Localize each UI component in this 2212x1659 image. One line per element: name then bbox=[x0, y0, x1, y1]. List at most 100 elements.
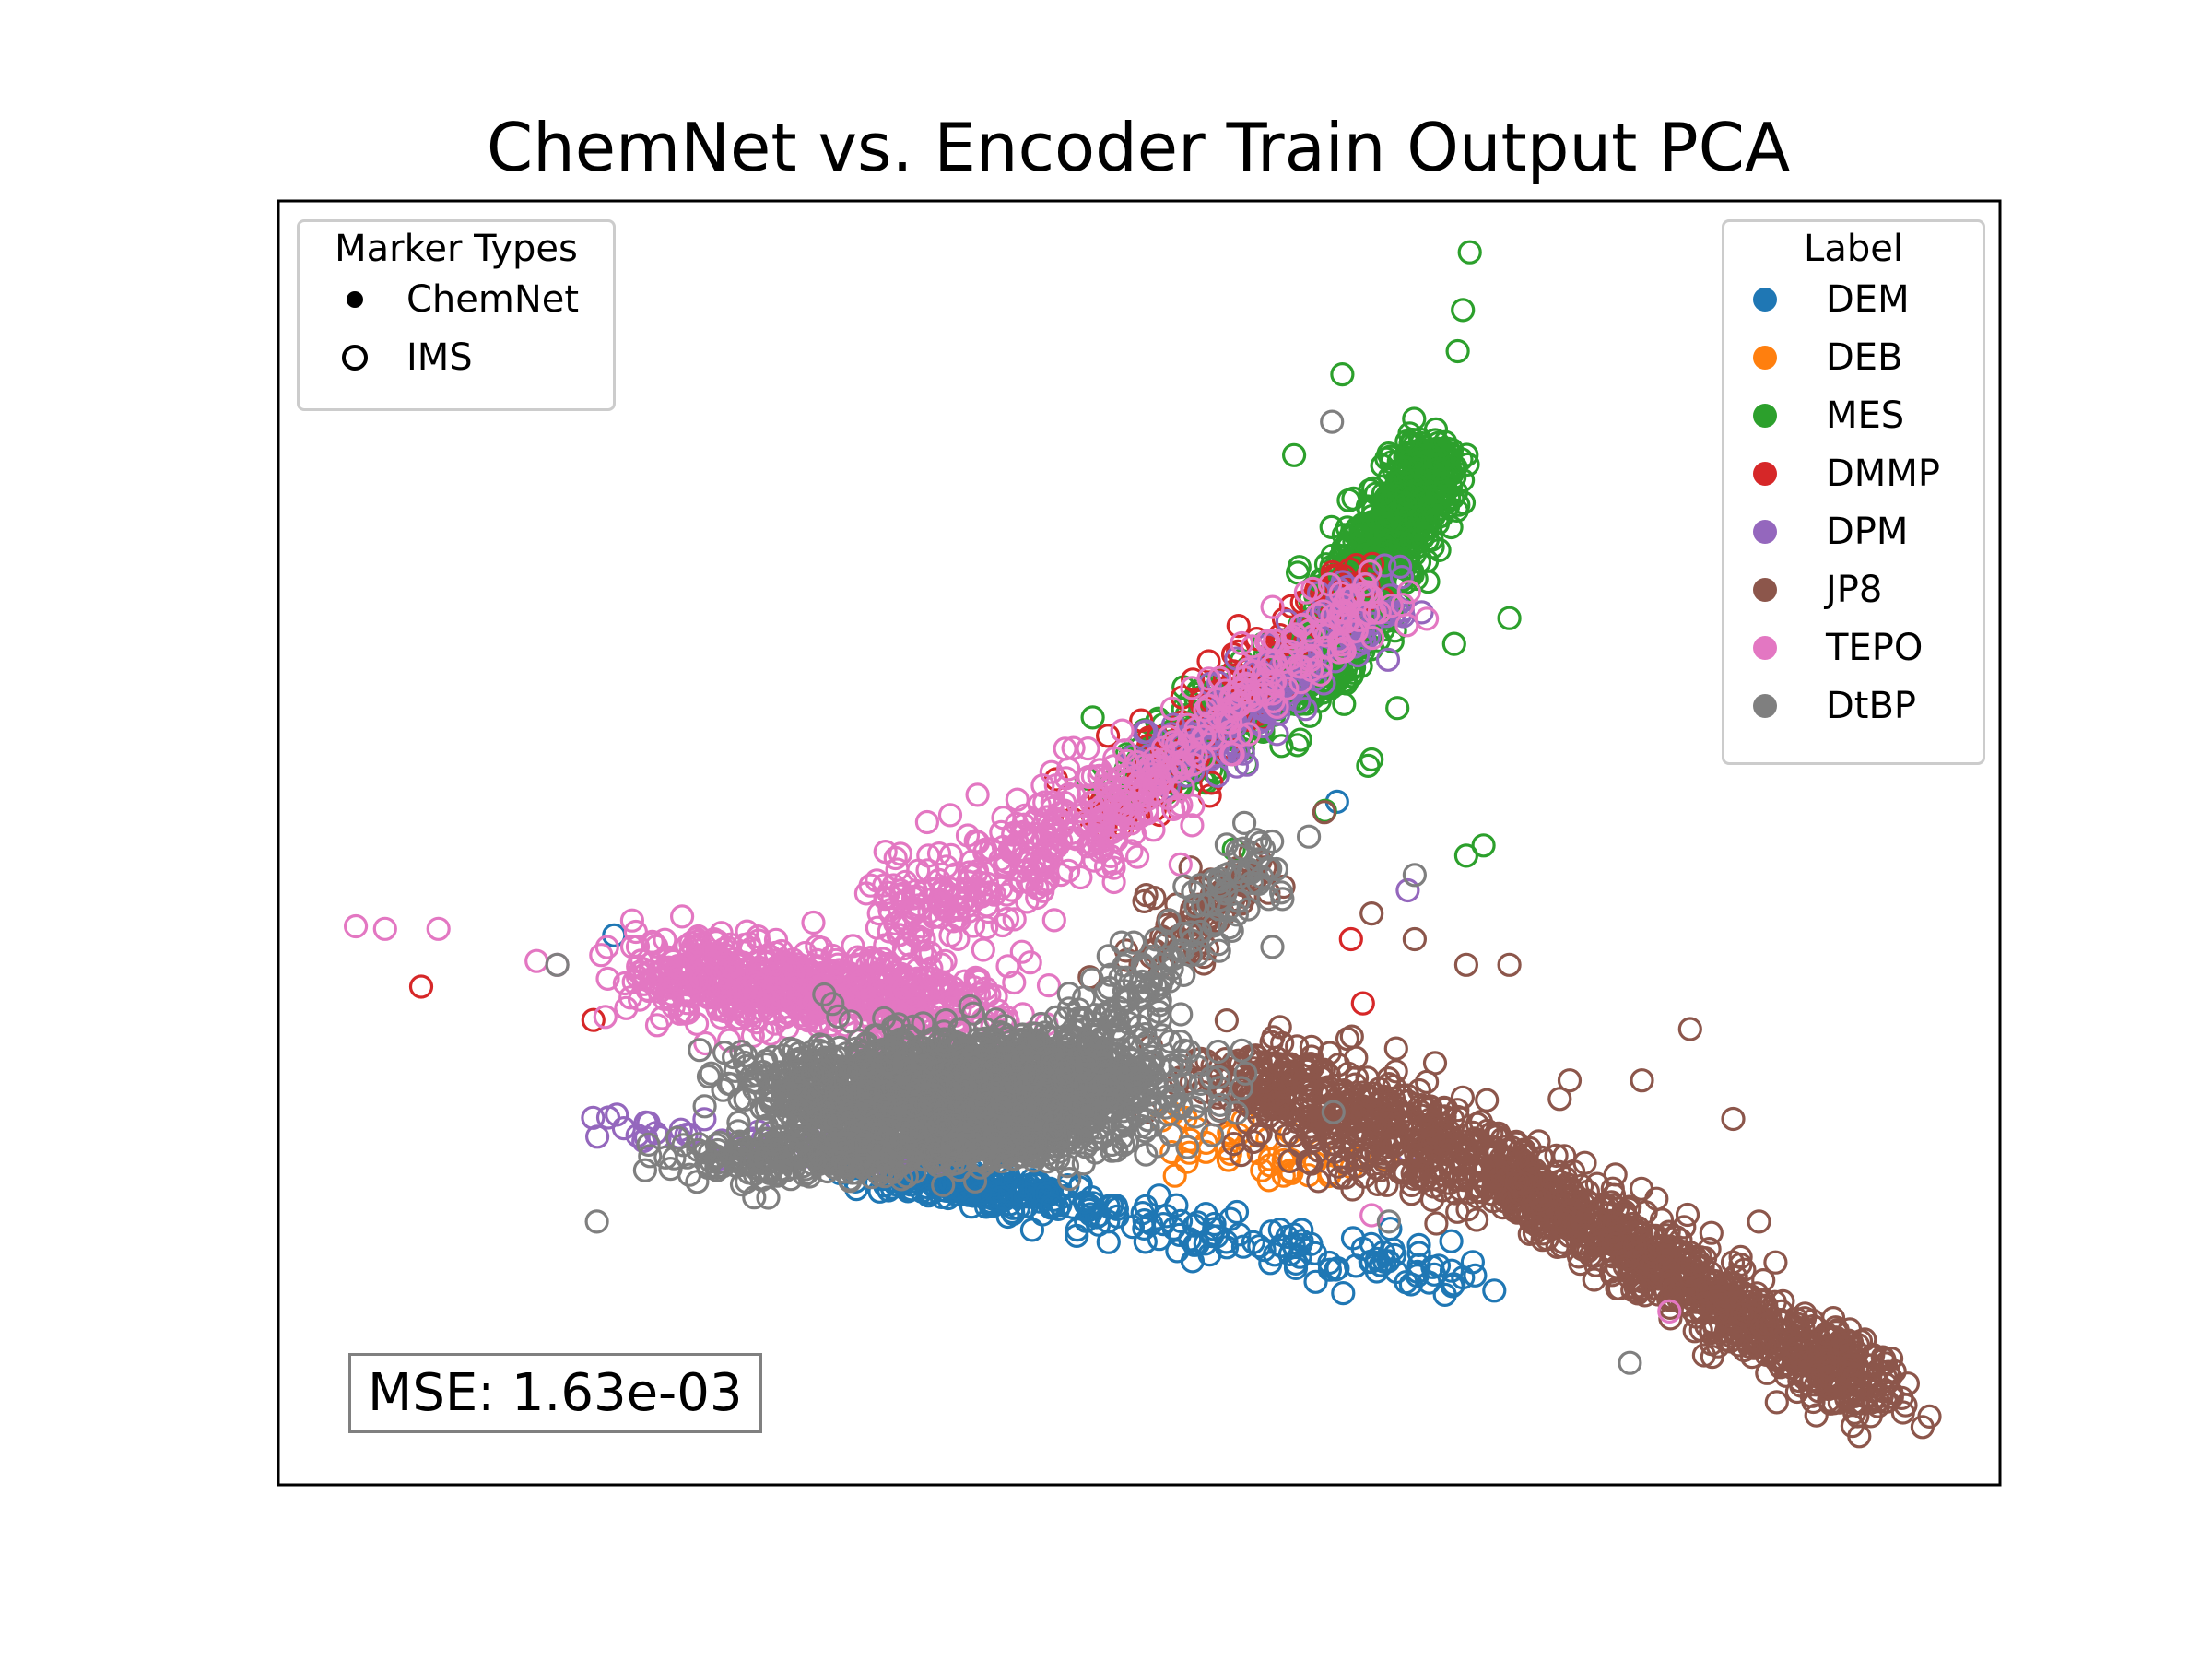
data-point-dem bbox=[1482, 1278, 1507, 1303]
data-point-jp8 bbox=[1422, 1051, 1448, 1076]
data-point-dpm bbox=[1224, 754, 1250, 779]
data-point-tepo bbox=[1076, 735, 1100, 761]
data-point-dem bbox=[915, 1180, 940, 1206]
data-point-jp8 bbox=[1677, 1017, 1702, 1041]
data-point-dpm bbox=[1205, 763, 1230, 788]
data-point-dmmp bbox=[1181, 667, 1206, 692]
data-point-jp8 bbox=[1721, 1106, 1746, 1132]
data-point-tepo bbox=[344, 913, 369, 939]
data-point-mes bbox=[1374, 507, 1399, 533]
data-point-mes bbox=[1441, 631, 1466, 656]
data-point-jp8 bbox=[1359, 900, 1384, 926]
data-point-mes bbox=[1341, 486, 1366, 512]
data-point-dem bbox=[1241, 1230, 1266, 1254]
data-point-mes bbox=[1410, 525, 1435, 550]
points-layer bbox=[344, 240, 1942, 1449]
data-point-dmmp bbox=[1338, 926, 1363, 952]
data-point-mes bbox=[1330, 362, 1355, 387]
data-point-dem bbox=[1168, 1208, 1194, 1233]
data-point-tepo bbox=[593, 1005, 618, 1030]
data-point-dem bbox=[968, 1181, 993, 1206]
data-point-jp8 bbox=[1475, 1088, 1500, 1112]
data-point-mes bbox=[1446, 492, 1471, 517]
data-point-dem bbox=[1040, 1194, 1065, 1218]
data-point-tepo bbox=[372, 916, 397, 941]
data-point-jp8 bbox=[1699, 1220, 1724, 1245]
data-point-jp8 bbox=[1629, 1176, 1654, 1201]
data-point-dem bbox=[1185, 1210, 1210, 1235]
data-point-tepo bbox=[524, 948, 549, 973]
data-point-tepo bbox=[426, 916, 451, 941]
data-point-dem bbox=[1096, 1230, 1121, 1254]
data-point-mes bbox=[1441, 453, 1466, 478]
data-point-tepo bbox=[974, 915, 999, 940]
data-point-tepo bbox=[644, 1013, 670, 1038]
data-point-tepo bbox=[1055, 858, 1081, 883]
data-point-deb bbox=[1159, 1139, 1184, 1165]
data-point-dpm bbox=[1375, 647, 1401, 672]
data-point-mes bbox=[1393, 492, 1418, 517]
data-point-dem bbox=[1282, 1222, 1307, 1247]
data-point-jp8 bbox=[1675, 1202, 1700, 1228]
data-point-jp8 bbox=[1557, 1068, 1583, 1093]
data-point-dem bbox=[1247, 1234, 1272, 1259]
data-point-mes bbox=[1416, 465, 1441, 490]
data-point-mes bbox=[1453, 843, 1479, 868]
data-point-mes bbox=[1370, 512, 1394, 537]
data-point-jp8 bbox=[1764, 1390, 1789, 1415]
data-point-tepo bbox=[1068, 865, 1093, 890]
data-point-tepo bbox=[669, 904, 695, 929]
data-point-tepo bbox=[971, 937, 995, 962]
data-point-tepo bbox=[1036, 972, 1062, 998]
data-point-dem bbox=[1302, 1241, 1328, 1265]
data-point-jp8 bbox=[1747, 1209, 1771, 1234]
data-point-tepo bbox=[914, 809, 940, 835]
data-point-tepo bbox=[1041, 908, 1066, 933]
data-point-dem bbox=[1405, 1264, 1430, 1288]
data-point-mes bbox=[1457, 240, 1482, 265]
data-point-dmmp bbox=[1344, 552, 1369, 578]
data-point-tepo bbox=[1124, 844, 1150, 869]
data-point-dem bbox=[1193, 1231, 1218, 1256]
data-point-mes bbox=[1348, 517, 1373, 542]
data-point-dem bbox=[1439, 1229, 1464, 1253]
data-point-deb bbox=[1256, 1168, 1281, 1193]
data-point-dem bbox=[1087, 1203, 1112, 1228]
data-point-dmmp bbox=[408, 974, 434, 999]
data-point-dtbp bbox=[688, 1038, 712, 1063]
data-point-mes bbox=[1427, 537, 1452, 563]
data-point-dem bbox=[1154, 1204, 1179, 1229]
data-point-deb bbox=[1216, 1147, 1241, 1172]
data-point-tepo bbox=[1110, 718, 1135, 743]
data-point-tepo bbox=[965, 782, 990, 807]
data-point-tepo bbox=[801, 910, 826, 935]
data-point-mes bbox=[1423, 417, 1449, 441]
data-point-dem bbox=[1303, 1269, 1328, 1294]
data-point-jp8 bbox=[1644, 1186, 1669, 1211]
data-point-dpm bbox=[1293, 697, 1318, 722]
data-point-dem bbox=[1001, 1201, 1026, 1227]
data-point-dpm bbox=[1287, 688, 1312, 714]
data-point-dpm bbox=[1387, 554, 1413, 580]
data-point-jp8 bbox=[1630, 1068, 1654, 1093]
data-point-mes bbox=[1425, 511, 1451, 536]
data-point-dem bbox=[1132, 1207, 1157, 1233]
data-point-dpm bbox=[1346, 642, 1371, 668]
data-point-jp8 bbox=[1214, 1007, 1240, 1033]
data-point-dem bbox=[1463, 1263, 1488, 1288]
data-point-dem bbox=[1267, 1217, 1292, 1242]
data-point-mes bbox=[1269, 734, 1294, 759]
data-point-dem bbox=[1165, 1239, 1190, 1264]
data-point-dmmp bbox=[1350, 991, 1375, 1016]
data-point-dpm bbox=[1372, 553, 1397, 578]
data-point-dem bbox=[1120, 1214, 1146, 1240]
data-point-dem bbox=[1369, 1253, 1394, 1278]
data-point-mes bbox=[1394, 429, 1419, 454]
data-point-jp8 bbox=[1424, 1211, 1449, 1236]
data-point-dem bbox=[1422, 1262, 1447, 1287]
data-point-dmmp bbox=[1199, 771, 1224, 795]
data-point-mes bbox=[1399, 528, 1425, 553]
data-point-mes bbox=[1080, 705, 1105, 730]
data-point-tepo bbox=[937, 803, 963, 828]
